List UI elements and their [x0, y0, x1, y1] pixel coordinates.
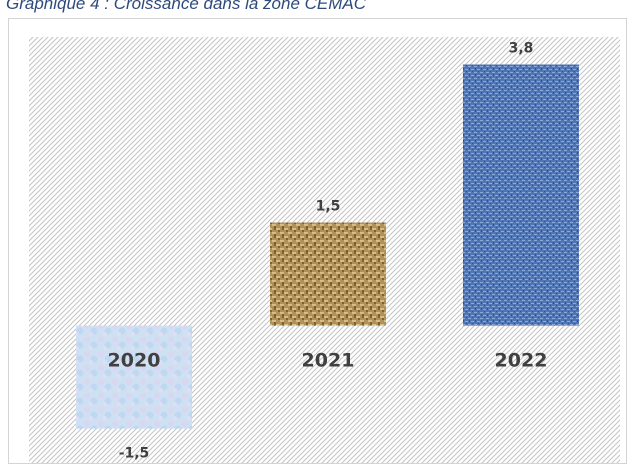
data-label-2021: 1,5 [316, 199, 341, 215]
labels-group: 2020 -1,5 2021 1,5 2022 3,8 [108, 40, 548, 461]
category-label-2021: 2021 [302, 350, 355, 372]
bar-2020 [76, 325, 192, 429]
category-label-2020: 2020 [108, 350, 161, 372]
data-label-2022: 3,8 [509, 40, 534, 56]
category-label-2022: 2022 [495, 350, 548, 372]
bar-2021 [270, 222, 386, 326]
data-label-2020: -1,5 [119, 446, 150, 462]
bars-group [76, 64, 579, 429]
bar-2022 [463, 64, 579, 326]
chart-title: Graphique 4 : Croissance dans la zone CE… [6, 0, 367, 13]
